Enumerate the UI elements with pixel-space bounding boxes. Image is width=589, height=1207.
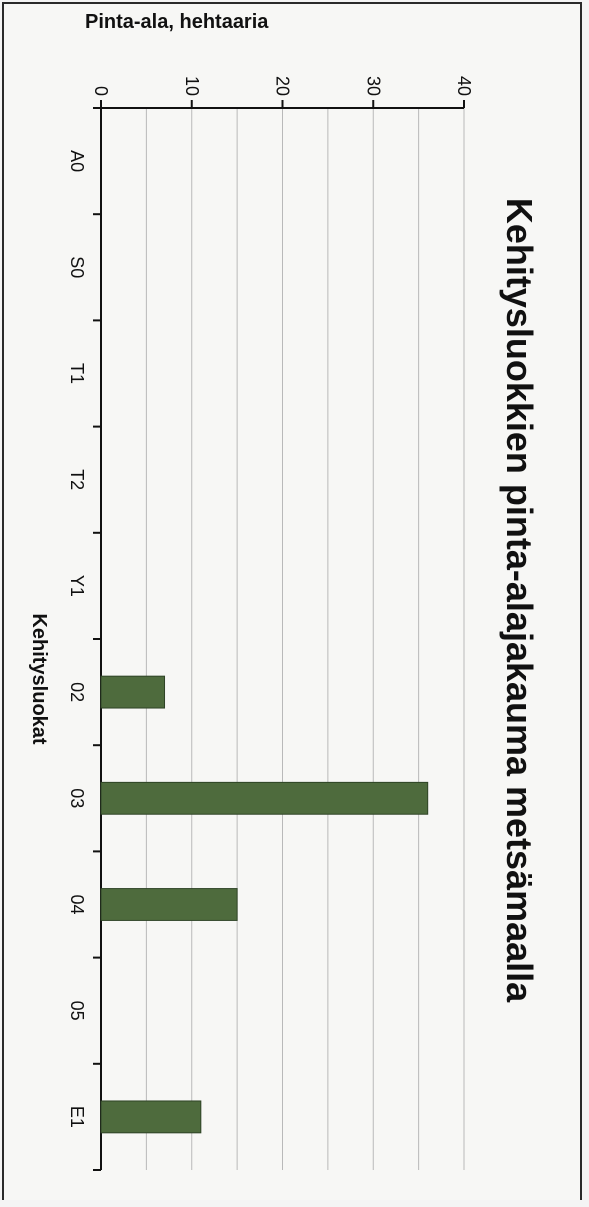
page-frame: [2, 2, 582, 1200]
value-tick-label: 20: [273, 76, 293, 96]
category-tick-label: A0: [67, 150, 87, 172]
bar: [100, 1100, 202, 1134]
category-tick-label: Y1: [67, 575, 87, 597]
category-tick-label: T1: [67, 363, 87, 384]
category-tick-label: 03: [67, 788, 87, 808]
chart-title: Kehitysluokkien pinta-alajakauma metsäma…: [499, 198, 540, 1003]
value-tick-label: 10: [182, 76, 202, 96]
value-tick-label: 40: [454, 76, 474, 96]
value-tick-label: 0: [91, 86, 111, 96]
category-tick-label: 05: [67, 1001, 87, 1021]
category-tick-label: T2: [67, 469, 87, 490]
bar: [100, 888, 238, 921]
bars: [100, 675, 429, 1134]
category-axis-title: Kehitysluokat: [28, 613, 50, 744]
category-tick-label: 04: [67, 894, 87, 914]
bar: [100, 781, 429, 815]
value-axis: 0 10 20 30 40: [91, 76, 474, 109]
gridlines: [145, 108, 465, 1170]
category-tick-label: E1: [67, 1106, 87, 1128]
category-axis: A0 S0 T1 T2 Y1 02 03 04 05 E1: [67, 107, 102, 1171]
bar: [100, 675, 166, 709]
value-axis-title: Pinta-ala, hehtaaria: [85, 11, 269, 33]
value-tick-label: 30: [363, 76, 383, 96]
category-tick-label: 02: [67, 682, 87, 702]
category-tick-label: S0: [67, 256, 87, 278]
